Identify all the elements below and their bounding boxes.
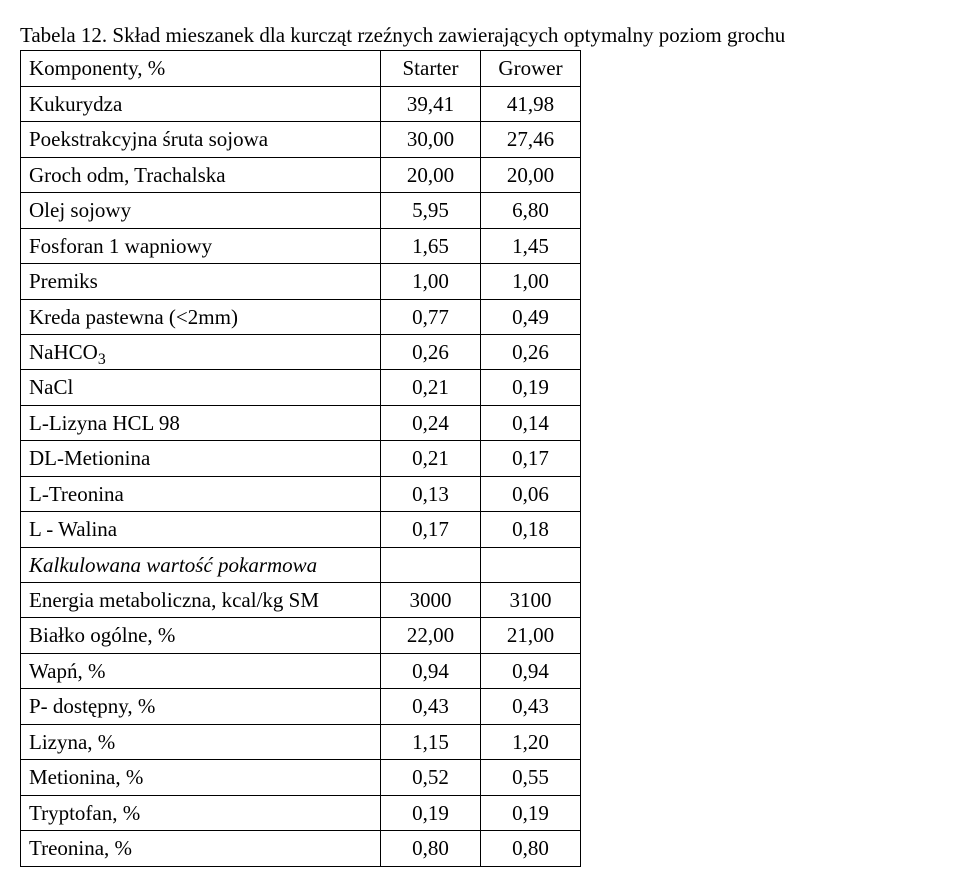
- section-empty: [481, 547, 581, 582]
- table-row: Energia metaboliczna, kcal/kg SM30003100: [21, 583, 581, 618]
- row-label: L-Lizyna HCL 98: [21, 405, 381, 440]
- row-value-starter: 1,15: [381, 724, 481, 759]
- row-value-grower: 0,19: [481, 370, 581, 405]
- row-value-starter: 39,41: [381, 86, 481, 121]
- row-value-grower: 1,20: [481, 724, 581, 759]
- row-value-grower: 0,94: [481, 653, 581, 688]
- row-value-grower: 0,55: [481, 760, 581, 795]
- row-label: L-Treonina: [21, 476, 381, 511]
- row-label: Białko ogólne, %: [21, 618, 381, 653]
- row-label: DL-Metionina: [21, 441, 381, 476]
- row-value-grower: 0,49: [481, 299, 581, 334]
- table-row: DL-Metionina0,210,17: [21, 441, 581, 476]
- header-grower: Grower: [481, 51, 581, 86]
- table-row: L-Treonina0,130,06: [21, 476, 581, 511]
- row-label: Tryptofan, %: [21, 795, 381, 830]
- row-label: Metionina, %: [21, 760, 381, 795]
- row-value-starter: 0,13: [381, 476, 481, 511]
- row-value-grower: 6,80: [481, 193, 581, 228]
- row-label: Premiks: [21, 264, 381, 299]
- table-row: NaHCO30,260,26: [21, 334, 581, 369]
- table-row: Poekstrakcyjna śruta sojowa30,0027,46: [21, 122, 581, 157]
- section-row: Kalkulowana wartość pokarmowa: [21, 547, 581, 582]
- row-value-starter: 0,21: [381, 370, 481, 405]
- table-row: NaCl0,210,19: [21, 370, 581, 405]
- table-row: L - Walina0,170,18: [21, 512, 581, 547]
- table-row: Premiks1,001,00: [21, 264, 581, 299]
- table-row: L-Lizyna HCL 980,240,14: [21, 405, 581, 440]
- row-value-grower: 0,14: [481, 405, 581, 440]
- row-value-starter: 20,00: [381, 157, 481, 192]
- row-value-grower: 1,00: [481, 264, 581, 299]
- table-row: Tryptofan, %0,190,19: [21, 795, 581, 830]
- table-row: P- dostępny, %0,430,43: [21, 689, 581, 724]
- table-title: Skład mieszanek dla kurcząt rzeźnych zaw…: [107, 23, 785, 47]
- row-label: P- dostępny, %: [21, 689, 381, 724]
- row-value-starter: 3000: [381, 583, 481, 618]
- row-value-grower: 20,00: [481, 157, 581, 192]
- row-label: Poekstrakcyjna śruta sojowa: [21, 122, 381, 157]
- row-value-grower: 0,19: [481, 795, 581, 830]
- table-row: Lizyna, %1,151,20: [21, 724, 581, 759]
- row-value-starter: 0,94: [381, 653, 481, 688]
- row-label: Groch odm, Trachalska: [21, 157, 381, 192]
- row-value-starter: 0,19: [381, 795, 481, 830]
- row-label: Olej sojowy: [21, 193, 381, 228]
- row-label: NaHCO3: [21, 334, 381, 369]
- row-value-starter: 5,95: [381, 193, 481, 228]
- row-label: Kreda pastewna (<2mm): [21, 299, 381, 334]
- row-value-starter: 0,21: [381, 441, 481, 476]
- row-value-starter: 0,77: [381, 299, 481, 334]
- row-value-starter: 1,00: [381, 264, 481, 299]
- row-value-grower: 3100: [481, 583, 581, 618]
- row-label: L - Walina: [21, 512, 381, 547]
- row-value-starter: 0,24: [381, 405, 481, 440]
- row-value-grower: 0,26: [481, 334, 581, 369]
- row-value-starter: 1,65: [381, 228, 481, 263]
- table-caption: Tabela 12. Skład mieszanek dla kurcząt r…: [20, 20, 940, 50]
- table-row: Wapń, %0,940,94: [21, 653, 581, 688]
- table-row: Olej sojowy5,956,80: [21, 193, 581, 228]
- row-value-grower: 0,17: [481, 441, 581, 476]
- row-value-grower: 1,45: [481, 228, 581, 263]
- row-value-grower: 0,43: [481, 689, 581, 724]
- row-label: NaCl: [21, 370, 381, 405]
- section-empty: [381, 547, 481, 582]
- section-label: Kalkulowana wartość pokarmowa: [21, 547, 381, 582]
- table-row: Białko ogólne, %22,0021,00: [21, 618, 581, 653]
- table-row: Groch odm, Trachalska20,0020,00: [21, 157, 581, 192]
- row-value-starter: 0,17: [381, 512, 481, 547]
- row-label: Lizyna, %: [21, 724, 381, 759]
- table-row: Fosforan 1 wapniowy1,651,45: [21, 228, 581, 263]
- table-row: Kukurydza39,4141,98: [21, 86, 581, 121]
- row-value-grower: 21,00: [481, 618, 581, 653]
- row-value-starter: 0,43: [381, 689, 481, 724]
- row-label: Fosforan 1 wapniowy: [21, 228, 381, 263]
- subscript: 3: [98, 351, 106, 368]
- row-value-grower: 0,06: [481, 476, 581, 511]
- row-label: Energia metaboliczna, kcal/kg SM: [21, 583, 381, 618]
- row-value-starter: 30,00: [381, 122, 481, 157]
- row-value-grower: 41,98: [481, 86, 581, 121]
- row-label: Kukurydza: [21, 86, 381, 121]
- header-starter: Starter: [381, 51, 481, 86]
- row-label: Wapń, %: [21, 653, 381, 688]
- header-components: Komponenty, %: [21, 51, 381, 86]
- table-row: Metionina, %0,520,55: [21, 760, 581, 795]
- row-value-starter: 0,26: [381, 334, 481, 369]
- row-value-grower: 0,18: [481, 512, 581, 547]
- table-header-row: Komponenty, % Starter Grower: [21, 51, 581, 86]
- row-value-starter: 0,52: [381, 760, 481, 795]
- row-value-starter: 22,00: [381, 618, 481, 653]
- table-row: Kreda pastewna (<2mm)0,770,49: [21, 299, 581, 334]
- row-value-grower: 27,46: [481, 122, 581, 157]
- table-number: Tabela 12.: [20, 23, 107, 47]
- composition-table: Komponenty, % Starter Grower Kukurydza39…: [20, 50, 581, 866]
